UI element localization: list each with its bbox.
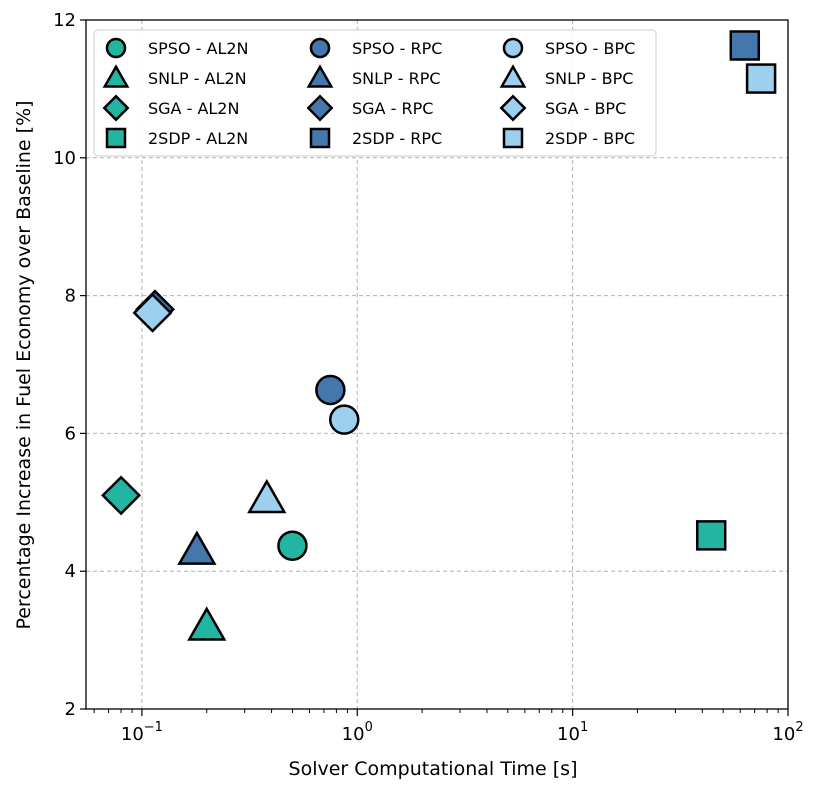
legend-label-sga-al2n: SGA - AL2N (148, 99, 239, 118)
y-axis-title: Percentage Increase in Fuel Economy over… (13, 100, 35, 629)
legend-label-spso-rpc: SPSO - RPC (352, 39, 442, 58)
legend-label-2sdp-rpc: 2SDP - RPC (352, 129, 442, 148)
legend-marker-snlp-rpc (306, 64, 334, 88)
point-snlp-bpc (247, 478, 287, 514)
legend-marker-snlp-al2n (102, 64, 130, 88)
legend-marker-sga-al2n (102, 94, 130, 122)
legend-marker-spso-bpc (502, 37, 524, 59)
x-tick-label: 102 (772, 720, 803, 745)
point-snlp-al2n (187, 606, 227, 641)
y-tick-label: 4 (65, 561, 76, 582)
y-tick-label: 12 (53, 10, 76, 31)
point-spso-rpc (315, 374, 346, 406)
axes: 2 4 6 8 10 12 10−1 100 101 102 (53, 10, 804, 745)
legend-label-sga-rpc: SGA - RPC (352, 99, 433, 118)
legend-label-snlp-bpc: SNLP - BPC (545, 69, 633, 88)
legend-marker-2sdp-bpc (502, 127, 524, 149)
legend-marker-2sdp-rpc (309, 127, 331, 149)
y-tick-label: 6 (65, 423, 76, 444)
legend-marker-snlp-bpc (499, 64, 527, 88)
x-tick-label: 10−1 (121, 720, 163, 745)
point-spso-bpc (329, 404, 360, 435)
x-tick-label: 101 (557, 720, 588, 745)
legend-marker-sga-rpc (306, 94, 334, 122)
legend-marker-sga-bpc (499, 94, 527, 122)
legend-label-spso-bpc: SPSO - BPC (545, 39, 635, 58)
point-2sdp-al2n (695, 520, 727, 551)
legend-marker-2sdp-al2n (105, 127, 127, 149)
point-sga-bpc (132, 292, 173, 333)
y-tick-label: 2 (65, 699, 76, 720)
data-points (101, 30, 777, 641)
y-tick-label: 10 (53, 148, 76, 169)
legend-label-2sdp-bpc: 2SDP - BPC (545, 129, 635, 148)
legend-marker-spso-rpc (309, 37, 331, 59)
legend-label-2sdp-al2n: 2SDP - AL2N (148, 129, 248, 148)
legend-box (93, 29, 657, 157)
x-axis-title: Solver Computational Time [s] (289, 758, 578, 780)
point-2sdp-bpc (745, 63, 777, 94)
point-2sdp-rpc (729, 30, 761, 61)
legend-label-spso-al2n: SPSO - AL2N (148, 39, 249, 58)
legend-label-snlp-al2n: SNLP - AL2N (148, 69, 247, 88)
point-snlp-rpc (177, 530, 217, 565)
point-sga-al2n (101, 475, 142, 516)
legend-label-snlp-rpc: SNLP - RPC (352, 69, 441, 88)
x-tick-label: 100 (342, 720, 373, 745)
y-tick-label: 8 (65, 286, 76, 307)
legend-marker-spso-al2n (105, 37, 127, 59)
plot-frame (85, 19, 789, 710)
point-spso-al2n (277, 530, 308, 561)
legend-label-sga-bpc: SGA - BPC (545, 99, 626, 118)
legend: SPSO - AL2N SNLP - AL2N SGA - AL2N 2SDP - A… (93, 29, 657, 157)
